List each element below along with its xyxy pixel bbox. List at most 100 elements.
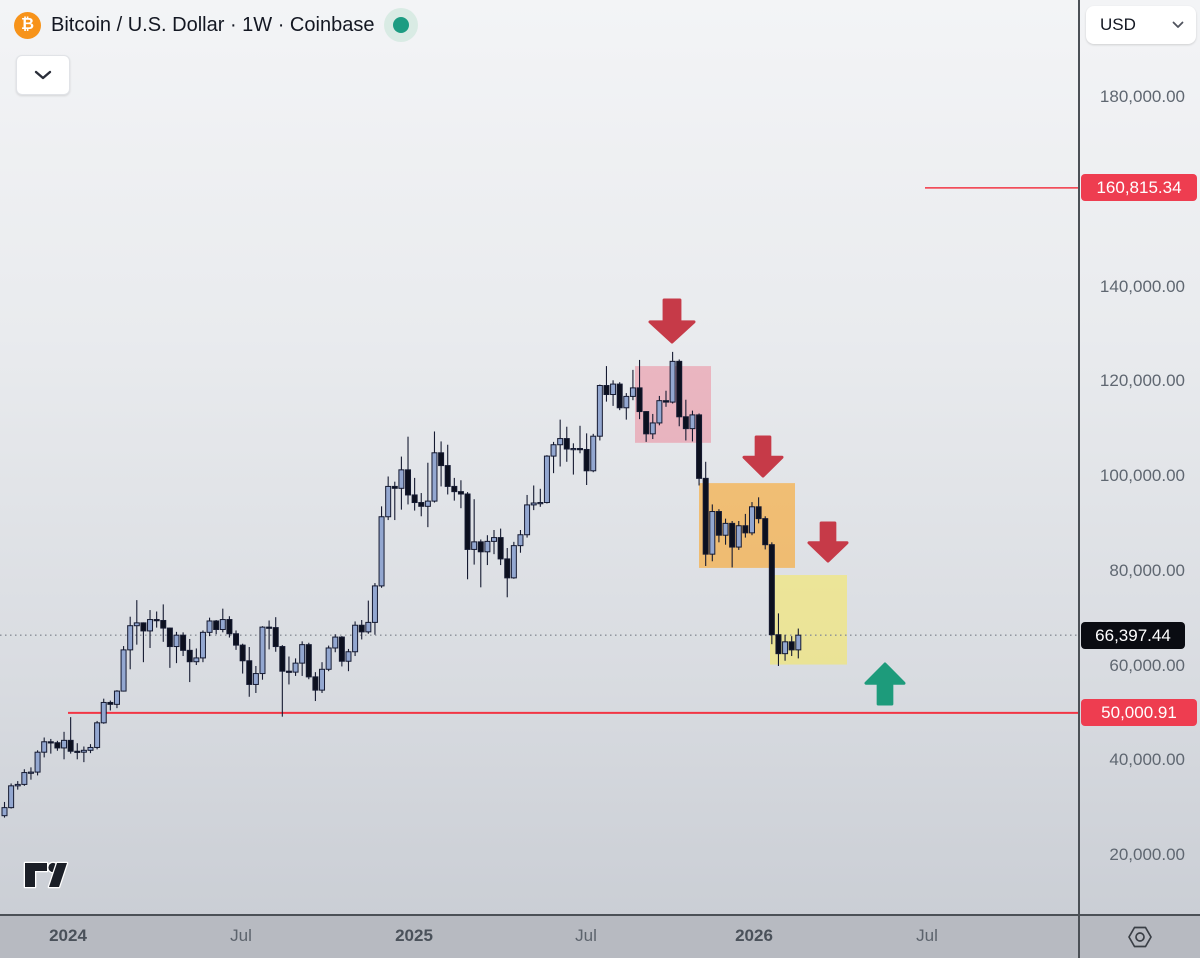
candle-body <box>563 438 570 450</box>
candle-body <box>696 414 703 479</box>
candle-body <box>87 746 94 751</box>
candle-body <box>285 670 292 673</box>
price-alert-badge: 50,000.91 <box>1081 699 1197 727</box>
market-status-indicator[interactable] <box>384 8 419 42</box>
zone-yellow-range[interactable] <box>770 575 847 665</box>
tradingview-logo-icon <box>23 861 69 889</box>
candle-body <box>755 506 762 520</box>
price-axis-label: 120,000.00 <box>1099 371 1185 391</box>
candle-body <box>405 469 412 496</box>
candle-body <box>305 644 312 678</box>
candle-body <box>477 541 484 553</box>
candle-body <box>444 465 451 487</box>
candle-body <box>21 772 28 785</box>
candle-body <box>47 741 54 744</box>
candle-body <box>610 383 617 396</box>
candle-body <box>206 620 213 633</box>
down-arrow-annotation[interactable] <box>807 521 849 563</box>
candle-body <box>127 625 134 651</box>
candle-body <box>550 444 557 457</box>
candle-body <box>8 785 15 809</box>
time-axis[interactable]: 2024 Jul 2025 Jul 2026 Jul <box>0 916 1078 958</box>
candle-body <box>629 387 636 397</box>
candle-body <box>186 649 193 663</box>
candle-body <box>332 636 339 649</box>
candle-body <box>424 500 431 507</box>
candle-body <box>715 511 722 536</box>
candle-body <box>94 722 101 748</box>
candle-body <box>702 477 709 555</box>
candle-body <box>378 516 385 587</box>
candle-body <box>497 537 504 560</box>
candle-body <box>193 657 200 663</box>
collapse-header-button[interactable] <box>16 55 70 95</box>
candle-body <box>583 448 590 472</box>
price-alert-badge: 160,815.34 <box>1081 174 1197 202</box>
candle-body <box>742 525 749 534</box>
candle-body <box>140 622 147 632</box>
candle-body <box>239 644 246 662</box>
candle-body <box>729 522 736 548</box>
candle-body <box>663 400 669 403</box>
candle-body <box>365 621 372 633</box>
candle-body <box>491 537 498 542</box>
candle-body <box>219 619 226 630</box>
candle-body <box>133 622 140 627</box>
candle-body <box>722 522 729 536</box>
candle-body <box>543 455 550 504</box>
down-arrow-annotation[interactable] <box>648 298 696 344</box>
candle-body <box>464 493 471 550</box>
candle-body <box>431 452 438 502</box>
symbol-header: ₿ Bitcoin / U.S. Dollar · 1W · Coinbase <box>14 8 419 42</box>
price-axis-label: 180,000.00 <box>1099 87 1185 106</box>
price-axis-label: 80,000.00 <box>1109 560 1185 580</box>
candle-body <box>596 385 603 437</box>
candle-body <box>438 452 445 467</box>
candle-body <box>266 626 273 629</box>
candle-body <box>762 518 769 546</box>
candle-body <box>504 558 511 579</box>
candle-body <box>147 619 154 632</box>
candle-body <box>279 646 286 672</box>
candle-body <box>14 783 21 787</box>
candle-body <box>41 741 48 753</box>
candle-body <box>292 662 299 673</box>
candle-body <box>199 631 206 659</box>
candle-body <box>398 469 405 489</box>
time-axis-label: Jul <box>916 926 938 945</box>
currency-selector[interactable]: USD <box>1086 6 1196 44</box>
candle-body <box>1 807 8 817</box>
candle-body <box>27 771 34 774</box>
candle-body <box>246 660 253 685</box>
time-axis-label: 2025 <box>395 926 433 945</box>
candle-body <box>80 749 87 753</box>
candle-body <box>689 414 696 430</box>
candle-body <box>338 636 345 662</box>
candle-body <box>782 641 789 655</box>
up-arrow-annotation[interactable] <box>864 662 906 706</box>
candle-body <box>54 742 61 749</box>
price-axis[interactable]: 180,000.00 140,000.00 120,000.00 100,000.00… <box>1080 0 1200 914</box>
candle-body <box>213 620 220 630</box>
candle-body <box>358 624 365 633</box>
candle-body <box>233 633 240 646</box>
candle-body <box>616 383 623 409</box>
candle-body <box>656 400 663 424</box>
candle-body <box>484 540 491 553</box>
candle-body <box>226 619 233 635</box>
timezone-settings-button[interactable] <box>1080 916 1200 958</box>
currency-label: USD <box>1100 15 1136 34</box>
candle-body <box>735 525 742 548</box>
price-axis-label: 60,000.00 <box>1109 655 1185 675</box>
time-axis-label: 2024 <box>49 926 87 945</box>
chevron-down-icon <box>34 70 52 80</box>
bitcoin-icon: ₿ <box>14 11 41 39</box>
tradingview-logo[interactable] <box>22 856 70 897</box>
candle-body <box>775 634 782 655</box>
candle-body <box>160 619 167 629</box>
down-arrow-annotation[interactable] <box>742 435 784 478</box>
candle-body <box>682 416 689 430</box>
candle-body <box>643 411 650 435</box>
price-chart-pane[interactable] <box>0 0 1078 914</box>
